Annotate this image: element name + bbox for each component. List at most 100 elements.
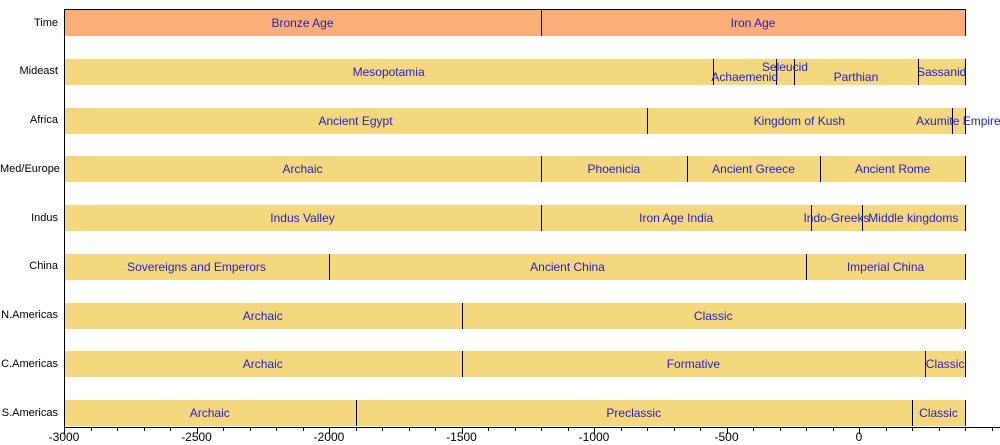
segment-seleucid	[776, 58, 794, 85]
segment-label-ancient-egypt: Ancient Egypt	[318, 113, 393, 128]
segment-label-classic: Classic	[919, 406, 958, 420]
minor-tick	[276, 428, 277, 431]
tick-label--1500: -1500	[446, 430, 477, 444]
segment-label-bronze-age: Bronze Age	[271, 16, 334, 30]
segment-boundary	[912, 400, 913, 426]
minor-tick	[886, 428, 887, 431]
segment-sassanid	[918, 58, 965, 85]
minor-tick	[488, 428, 489, 431]
major-tick	[462, 428, 463, 434]
row-label-indus: Indus	[31, 211, 58, 224]
segment-classic	[461, 302, 965, 329]
tick-label--3000: -3000	[48, 430, 80, 444]
segment-label-archaic: Archaic	[242, 308, 283, 323]
major-tick	[197, 428, 198, 434]
minor-tick	[541, 428, 542, 431]
minor-tick	[833, 428, 834, 431]
segment-boundary	[965, 58, 966, 85]
segment-label-middle-kingdoms: Middle kingdoms	[868, 211, 959, 225]
segment-boundary	[329, 253, 330, 280]
segment-bronze-age	[64, 10, 541, 36]
minor-tick	[806, 428, 807, 431]
minor-tick	[647, 428, 648, 431]
minor-tick	[568, 428, 569, 431]
row-label-africa: Africa	[29, 114, 58, 126]
segment-boundary	[647, 107, 648, 134]
segment-iron-age-india	[541, 205, 812, 231]
segment-label-ancient-greece: Ancient Greece	[712, 162, 795, 177]
segment-mesopotamia	[64, 58, 714, 85]
segment-parthian	[793, 58, 919, 85]
minor-tick	[674, 428, 675, 431]
minor-tick	[435, 428, 436, 431]
minor-tick	[117, 428, 118, 431]
row-label-time: Time	[33, 16, 58, 29]
major-tick	[859, 428, 860, 434]
segment-boundary	[965, 205, 966, 231]
minor-tick	[170, 428, 171, 431]
minor-tick	[223, 428, 224, 431]
tick-label--2000: -2000	[313, 430, 345, 444]
row-label-china: China	[29, 260, 58, 273]
segment-archaic	[64, 400, 356, 426]
segment-boundary	[952, 107, 953, 134]
segment-ancient-china	[329, 253, 806, 280]
segment-ancient-egypt	[64, 107, 647, 134]
segment-label-archaic: Archaic	[189, 406, 230, 420]
segment-phoenicia	[541, 156, 687, 183]
segment-boundary	[965, 302, 966, 329]
segment-iron-age	[541, 10, 965, 36]
segment-classic	[912, 400, 965, 426]
minor-tick	[621, 428, 622, 431]
segment-label-achaemenid: Achaemenid	[711, 69, 779, 84]
segment-label-sassanid: Sassanid	[916, 64, 967, 79]
x-axis-line	[64, 427, 1000, 428]
segment-boundary	[925, 351, 926, 378]
segment-imperial-china	[806, 253, 965, 280]
minor-tick	[939, 428, 940, 431]
segment-boundary	[806, 253, 807, 280]
segment-boundary	[965, 156, 966, 183]
segment-archaic	[64, 156, 541, 183]
segment-boundary	[862, 205, 863, 231]
minor-tick	[780, 428, 781, 431]
segment-preclassic	[355, 400, 912, 426]
row-label-mideast: Mideast	[19, 65, 58, 78]
minor-tick	[303, 428, 304, 431]
segment-label-parthian: Parthian	[833, 69, 879, 84]
segment-ancient-rome	[820, 156, 965, 183]
minor-tick	[382, 428, 383, 431]
left-spine	[64, 9, 65, 428]
segment-label-iron-age-india: Iron Age India	[639, 211, 714, 225]
segment-label-axumite-empire: Axumite Empire	[916, 113, 1000, 128]
segment-indus-valley	[64, 205, 541, 231]
segment-boundary	[811, 205, 812, 231]
segment-boundary	[965, 253, 966, 280]
segment-label-archaic: Archaic	[242, 357, 283, 372]
segment-boundary	[687, 156, 688, 183]
segment-label-ancient-china: Ancient China	[530, 259, 605, 274]
segment-label-mesopotamia: Mesopotamia	[352, 64, 425, 79]
segment-boundary	[541, 156, 542, 183]
segment-boundary	[776, 58, 777, 85]
segment-label-iron-age: Iron Age	[730, 16, 776, 30]
segment-sovereigns-and-emperors	[64, 253, 329, 280]
segment-label-indus-valley: Indus Valley	[270, 211, 335, 225]
segment-archaic	[64, 351, 462, 378]
minor-tick	[753, 428, 754, 431]
segment-boundary	[356, 400, 357, 426]
segment-label-sovereigns-and-emperors: Sovereigns and Emperors	[127, 259, 266, 274]
minor-tick	[356, 428, 357, 431]
row-label-n-americas: N.Americas	[1, 309, 58, 321]
minor-tick	[965, 428, 966, 431]
minor-tick	[250, 428, 251, 431]
segment-boundary	[541, 10, 542, 36]
segment-boundary	[965, 10, 966, 36]
tick-label--500: -500	[714, 430, 739, 444]
segment-boundary	[541, 205, 542, 231]
segment-label-preclassic: Preclassic	[606, 406, 662, 420]
segment-label-ancient-rome: Ancient Rome	[854, 162, 931, 177]
major-tick	[329, 428, 330, 434]
segment-label-indo-greeks: Indo-Greeks	[803, 211, 870, 225]
